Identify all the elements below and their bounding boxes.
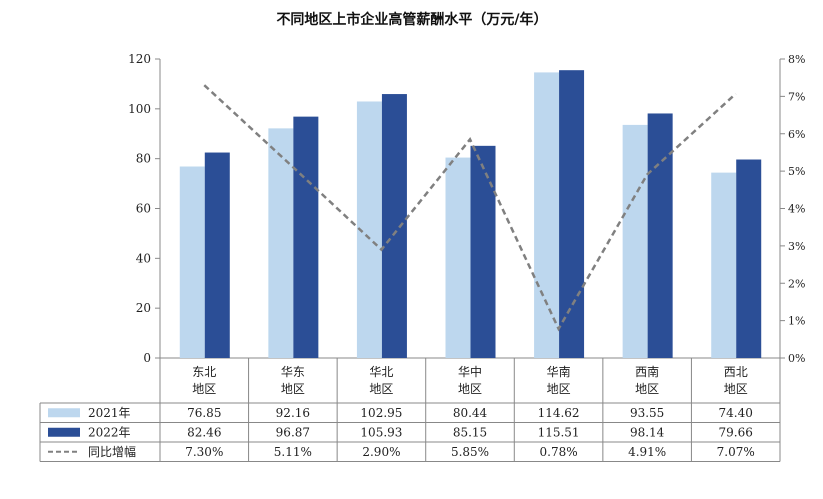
bar-2021年	[711, 172, 737, 358]
category-label: 西南地区	[635, 364, 659, 396]
y-left-tick-label: 100	[128, 102, 151, 116]
y-right-tick-label: 1%	[788, 315, 805, 328]
bar-2022年	[204, 152, 230, 358]
category-label: 华中地区	[458, 364, 482, 396]
y-left-tick-label: 120	[128, 52, 151, 66]
data-label: 2.90%	[362, 445, 400, 459]
legend-label: 2022年	[88, 425, 131, 439]
data-label: 76.85	[187, 406, 221, 420]
plot-area: 0 20 40 60 80 100 120 0% 1% 2% 3% 4% 5% 6% 7% 8% 东北地区 华东地…	[39, 52, 805, 462]
y-left-tick-label: 60	[136, 202, 151, 216]
y-right-tick-label: 6%	[788, 128, 805, 141]
bar-2022年	[381, 94, 407, 359]
data-label: 7.07%	[717, 445, 755, 459]
legend-swatch-2021年	[48, 408, 80, 418]
data-label: 80.44	[453, 406, 488, 420]
y-right-tick-label: 4%	[788, 203, 805, 216]
data-label: 98.14	[630, 425, 665, 439]
data-label: 74.40	[719, 406, 753, 420]
data-label: 93.55	[630, 406, 664, 420]
bar-2022年	[736, 159, 762, 358]
data-label: 96.87	[276, 425, 310, 439]
y-right-tick-label: 2%	[788, 277, 805, 290]
data-label: 85.15	[453, 425, 487, 439]
y-right-tick-label: 8%	[788, 53, 805, 66]
y-left-tick-label: 80	[136, 152, 151, 166]
data-label: 102.95	[360, 406, 402, 420]
series-line-同比增幅	[203, 84, 737, 332]
category-label: 华东地区	[281, 365, 305, 396]
y-right-tick-label: 5%	[788, 165, 805, 178]
data-label: 79.66	[719, 425, 753, 439]
chart-title: 不同地区上市企业高管薪酬水平（万元/年）	[276, 11, 547, 28]
data-label: 5.11%	[274, 445, 312, 459]
category-label: 华南地区	[547, 364, 571, 396]
y-right-tick-label: 3%	[788, 240, 805, 253]
y-left-tick-label: 0	[143, 351, 151, 365]
y-left-tick-label: 40	[136, 251, 151, 265]
data-label: 0.78%	[540, 445, 578, 459]
data-label: 82.46	[187, 425, 221, 439]
bar-2022年	[647, 113, 673, 358]
legend-label: 2021年	[88, 406, 131, 420]
data-label: 5.85%	[451, 445, 489, 459]
data-label: 114.62	[538, 406, 580, 420]
data-label: 4.91%	[628, 445, 666, 459]
y-right-tick-label: 0%	[788, 352, 805, 365]
legend-label: 同比增幅	[88, 444, 136, 459]
bar-2021年	[268, 128, 294, 358]
category-label: 华北地区	[369, 365, 393, 396]
data-label: 115.51	[538, 425, 580, 439]
bar-2022年	[559, 70, 585, 358]
y-left-tick-label: 20	[136, 301, 151, 315]
data-label: 105.93	[360, 425, 402, 439]
category-label: 西北地区	[724, 365, 748, 396]
bar-2021年	[445, 157, 471, 358]
legend-swatch-2022年	[48, 427, 80, 437]
bar-2021年	[622, 124, 648, 358]
y-right-tick-label: 7%	[788, 90, 805, 103]
category-label: 东北地区	[192, 365, 216, 396]
data-label: 7.30%	[185, 445, 223, 459]
bar-2022年	[293, 116, 319, 358]
bar-2021年	[179, 166, 205, 358]
bar-2022年	[470, 145, 496, 358]
data-label: 92.16	[276, 406, 310, 420]
bar-2021年	[534, 72, 560, 359]
